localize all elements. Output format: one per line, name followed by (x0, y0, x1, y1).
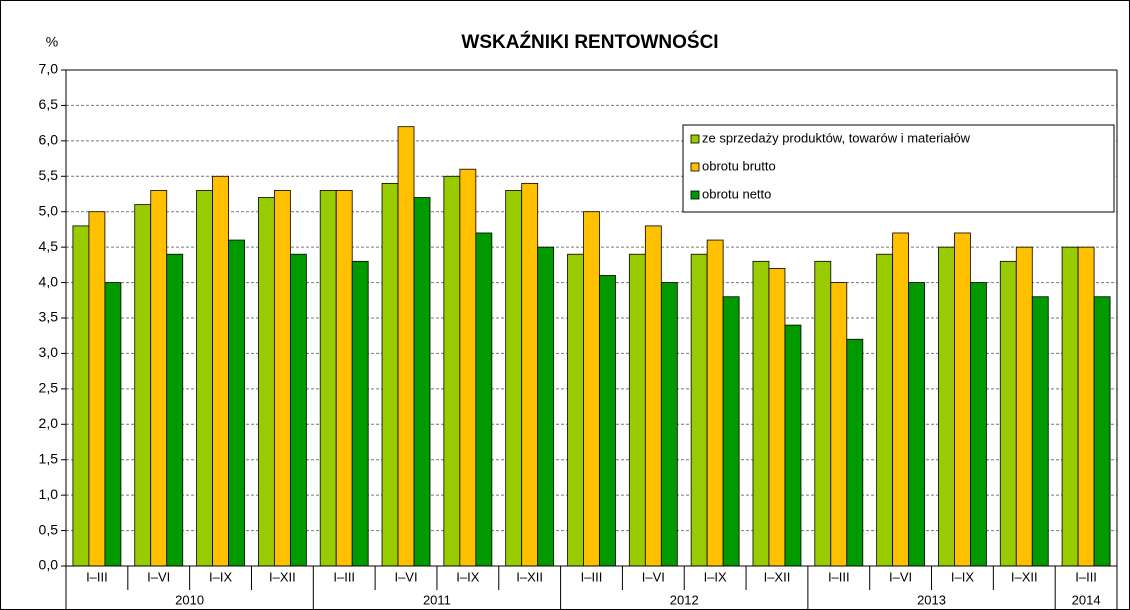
x-tick-label: I–VI (147, 569, 170, 584)
x-tick-label: I–XII (764, 569, 791, 584)
y-tick-label: 3,0 (39, 344, 59, 360)
legend-box (682, 124, 1115, 213)
bar (599, 275, 616, 567)
bar (104, 282, 122, 567)
x-tick-label: I–III (828, 569, 850, 584)
bar (166, 253, 184, 567)
x-tick-label: I–III (333, 569, 355, 584)
bar (537, 246, 555, 567)
legend-swatch (690, 190, 700, 200)
y-tick-label: 4,0 (39, 273, 59, 289)
legend-swatch (690, 162, 700, 172)
bar (752, 260, 770, 567)
bar (1015, 246, 1033, 567)
x-tick-label: I–IX (704, 569, 727, 584)
bar (846, 338, 864, 567)
y-tick-label: 0,0 (39, 557, 59, 573)
bar (908, 282, 926, 567)
bar (196, 190, 213, 567)
year-label: 2010 (175, 592, 204, 607)
bar (381, 182, 399, 567)
bar (150, 190, 168, 567)
x-tick-label: I–IX (209, 569, 232, 584)
bar (72, 225, 90, 567)
bar (876, 253, 894, 567)
bar (1077, 246, 1095, 567)
bar (1031, 296, 1049, 567)
legend-label: ze sprzedaży produktów, towarów i materi… (702, 130, 971, 145)
legend-label: obrotu brutto (702, 158, 776, 173)
x-tick-label: I–XII (269, 569, 296, 584)
bar (892, 232, 910, 567)
bar (257, 197, 275, 567)
x-tick-label: I–XII (516, 569, 543, 584)
bar (690, 253, 708, 567)
bar (351, 260, 369, 567)
bar (567, 253, 584, 567)
bar (628, 253, 646, 567)
bar (814, 260, 832, 567)
bar (706, 239, 724, 567)
y-tick-label: 3,5 (39, 309, 59, 325)
bar (1093, 296, 1111, 567)
bar (938, 246, 955, 567)
bar (644, 225, 662, 567)
y-tick-label: 5,0 (39, 202, 59, 218)
x-tick-label: I–III (86, 569, 108, 584)
x-tick-label: I–VI (394, 569, 417, 584)
bar (784, 324, 802, 567)
bar (475, 232, 493, 567)
bar (459, 168, 477, 567)
bar (1061, 246, 1079, 567)
year-label: 2012 (670, 592, 699, 607)
legend-swatch (690, 134, 700, 144)
x-tick-label: I–XII (1011, 569, 1038, 584)
x-tick-label: I–III (581, 569, 603, 584)
bar (335, 190, 353, 567)
y-tick-label: 0,5 (39, 521, 59, 537)
bar (505, 190, 523, 567)
y-tick-label: 6,5 (39, 96, 59, 112)
bar (768, 267, 786, 567)
year-label: 2013 (917, 592, 946, 607)
bar (273, 190, 291, 567)
y-tick-label: 1,5 (39, 450, 59, 466)
bar (212, 175, 229, 567)
bar (722, 296, 740, 567)
bar (413, 197, 431, 567)
bar (397, 126, 415, 567)
bar (583, 211, 600, 567)
bar (999, 260, 1017, 567)
bar (289, 253, 307, 567)
y-tick-label: 4,5 (39, 238, 59, 254)
y-tick-label: 2,5 (39, 380, 59, 396)
x-tick-label: I–VI (642, 569, 665, 584)
y-tick-label: 6,0 (39, 132, 59, 148)
bar (134, 204, 152, 567)
bar (228, 239, 245, 567)
y-tick-label: 7,0 (39, 61, 59, 77)
chart-title: WSKAŹNIKI RENTOWNOŚCI (461, 31, 718, 53)
bar (954, 232, 971, 567)
bar (660, 282, 678, 567)
year-label: 2011 (423, 592, 451, 607)
bar (443, 175, 461, 567)
x-tick-label: I–III (1075, 569, 1097, 584)
x-tick-label: I–IX (456, 569, 479, 584)
bar (830, 282, 848, 567)
legend-label: obrotu netto (702, 186, 771, 201)
y-axis-label: % (46, 34, 58, 50)
x-tick-label: I–IX (951, 569, 974, 584)
bar (521, 182, 539, 567)
y-tick-label: 1,0 (39, 486, 59, 502)
y-tick-label: 5,5 (39, 167, 59, 183)
year-label: 2014 (1072, 592, 1101, 607)
bar (970, 282, 987, 567)
y-tick-label: 2,0 (39, 415, 59, 431)
bar (88, 211, 106, 567)
x-tick-label: I–VI (889, 569, 912, 584)
bar (319, 190, 337, 567)
